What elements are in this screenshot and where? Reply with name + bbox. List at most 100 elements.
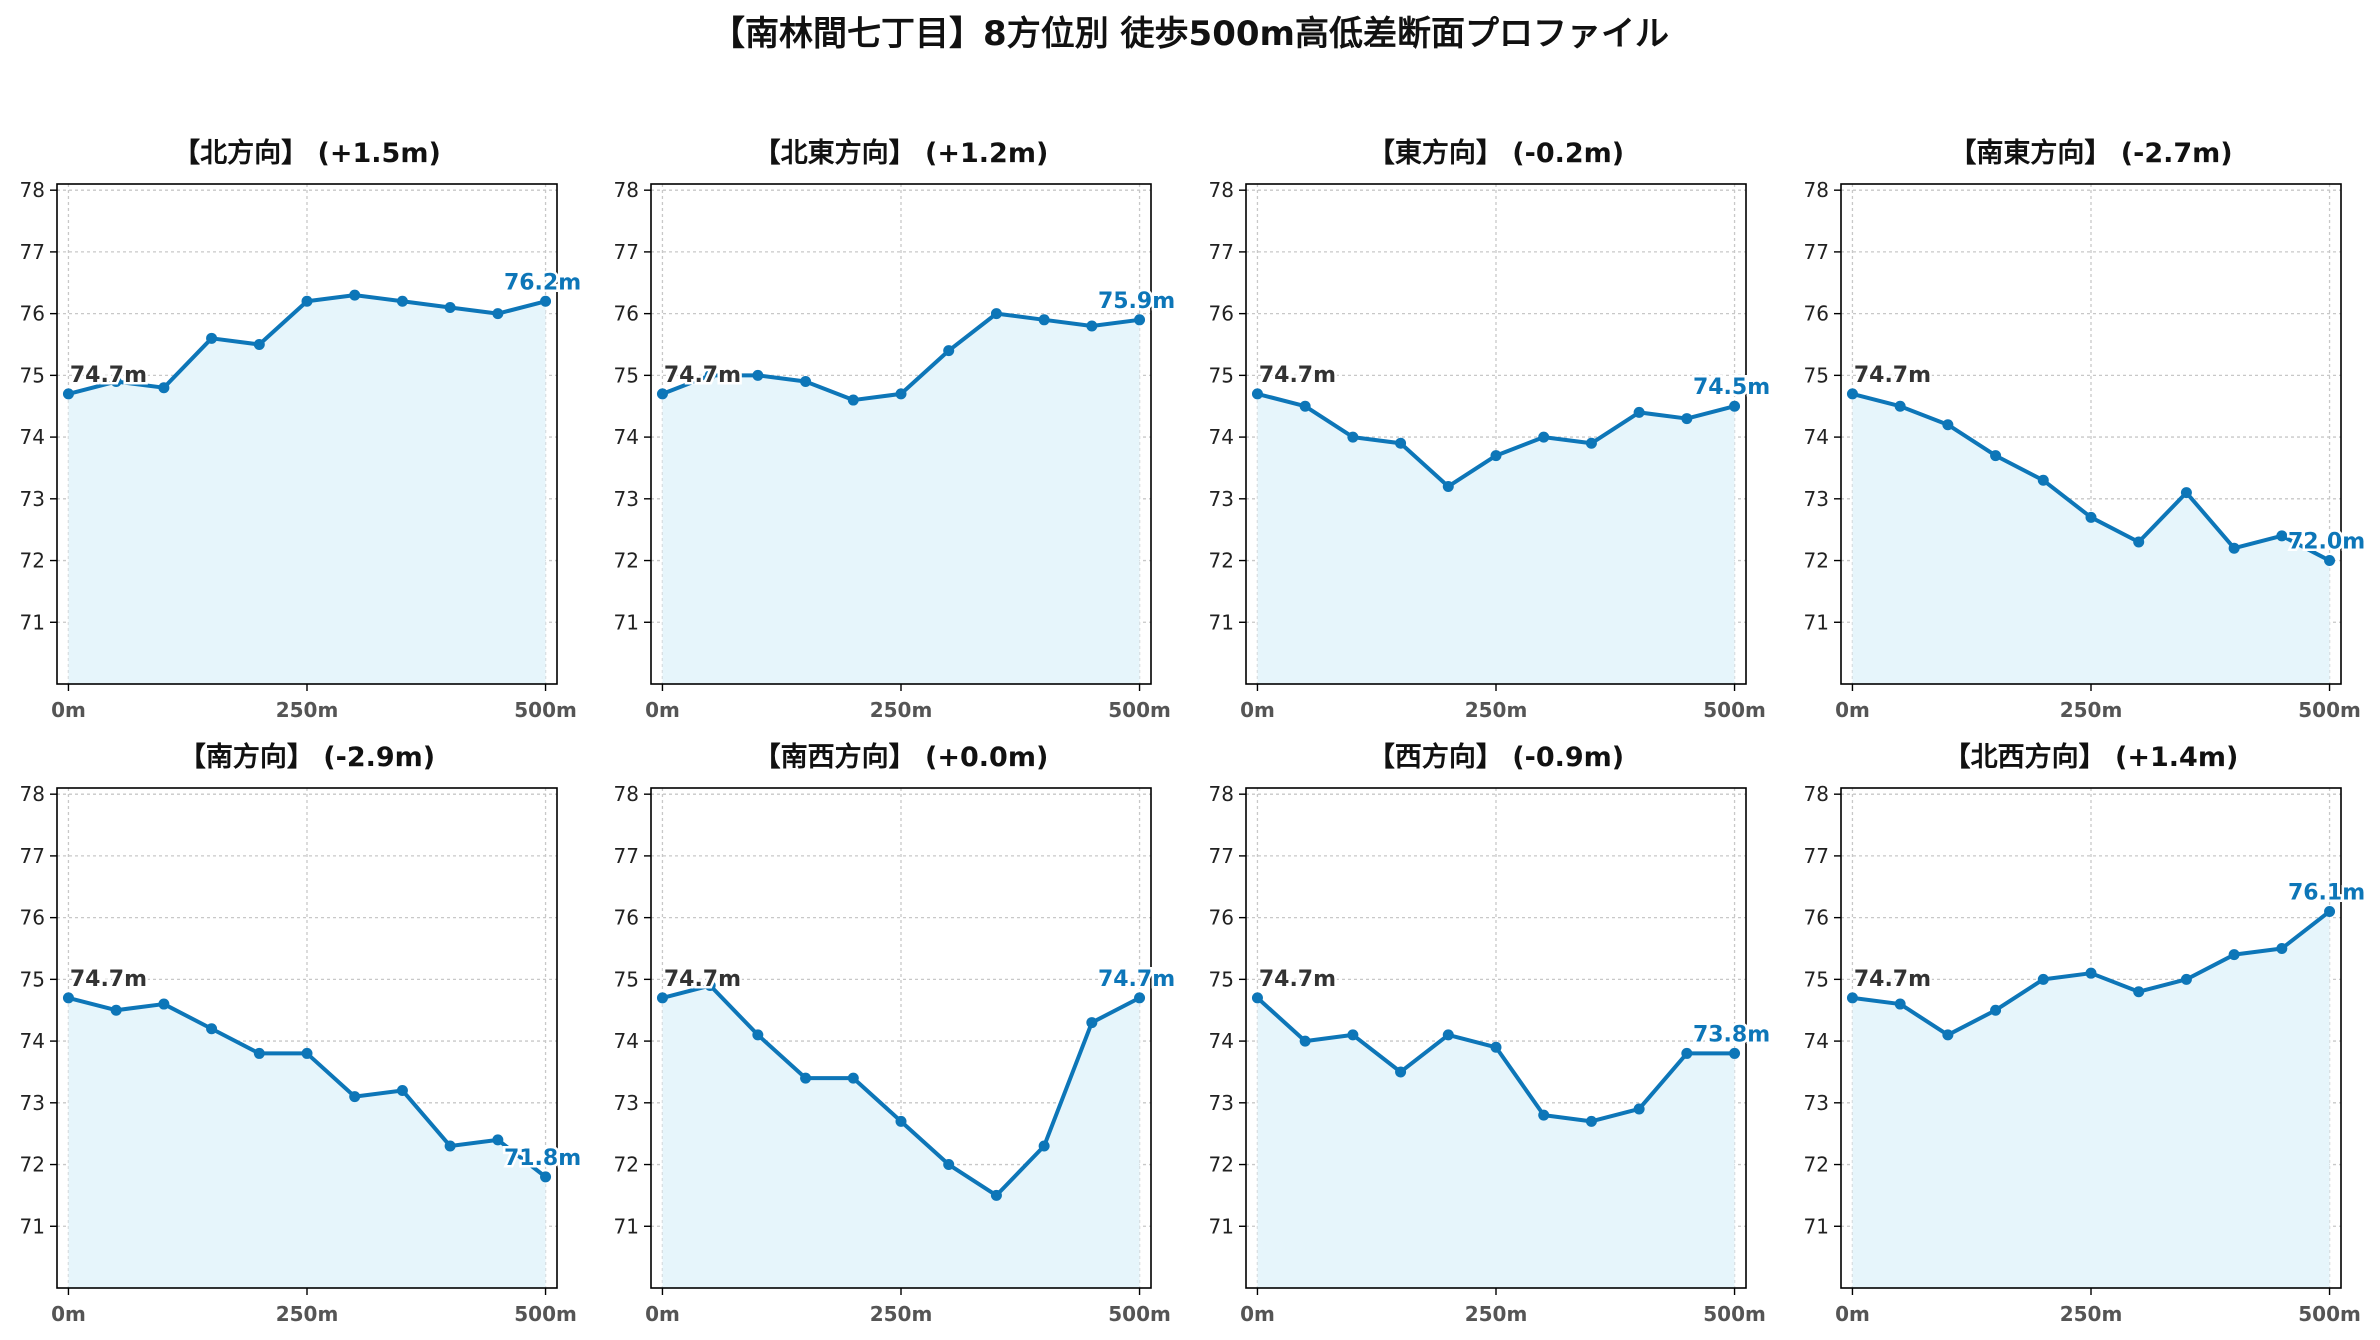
data-point <box>2276 942 2288 954</box>
elevation-area <box>68 295 546 684</box>
y-tick-label: 72 <box>1209 549 1234 573</box>
data-point <box>1490 1041 1502 1053</box>
y-tick-label: 73 <box>1804 1091 1829 1115</box>
y-tick-label: 75 <box>20 363 45 387</box>
y-tick-label: 74 <box>1209 1029 1234 1053</box>
data-point <box>110 1004 122 1016</box>
data-point <box>1134 992 1146 1004</box>
data-point <box>895 1115 907 1127</box>
y-tick-label: 75 <box>20 967 45 991</box>
y-tick-label: 72 <box>614 1153 639 1177</box>
y-tick-label: 77 <box>1209 844 1234 868</box>
y-tick-label: 75 <box>1209 967 1234 991</box>
data-point <box>1990 450 2002 462</box>
y-tick-label: 73 <box>1209 1091 1234 1115</box>
chart-title: 【東方向】 (-0.2m) <box>1368 137 1624 169</box>
start-elevation-label: 74.7m <box>664 967 741 992</box>
y-tick-label: 78 <box>614 178 639 202</box>
chart-panel-2: 【東方向】 (-0.2m) 71 72 73 74 75 76 77 78 0m 250m 500m 7… <box>1209 137 1773 722</box>
data-point <box>704 369 716 381</box>
x-tick-label: 0m <box>1835 1302 1870 1326</box>
y-tick-label: 73 <box>614 487 639 511</box>
data-point <box>540 1171 552 1183</box>
y-tick-label: 77 <box>1804 844 1829 868</box>
start-elevation-label: 74.7m <box>1259 363 1336 388</box>
start-elevation-label: 74.7m <box>1259 967 1336 992</box>
y-tick-label: 74 <box>1804 1029 1829 1053</box>
x-tick-label: 0m <box>1240 1302 1275 1326</box>
y-tick-label: 76 <box>1209 906 1234 930</box>
y-tick-label: 78 <box>614 782 639 806</box>
data-point <box>62 992 74 1004</box>
elevation-area <box>1257 997 1735 1288</box>
y-tick-label: 73 <box>20 1091 45 1115</box>
x-tick-label: 250m <box>2060 1302 2123 1326</box>
start-elevation-label: 74.7m <box>1854 967 1931 992</box>
data-point <box>2085 511 2097 523</box>
data-point <box>1942 1029 1954 1041</box>
data-point <box>1846 992 1858 1004</box>
data-point <box>540 295 552 307</box>
x-tick-label: 0m <box>51 698 86 722</box>
data-point <box>990 308 1002 320</box>
y-tick-label: 74 <box>20 1029 45 1053</box>
data-point <box>396 1084 408 1096</box>
data-point <box>2133 536 2145 548</box>
data-point <box>1299 400 1311 412</box>
y-tick-label: 72 <box>1804 1153 1829 1177</box>
chart-title: 【南東方向】 (-2.7m) <box>1949 137 2232 169</box>
data-point <box>1038 1140 1050 1152</box>
y-tick-label: 75 <box>1804 363 1829 387</box>
data-point <box>2324 555 2336 567</box>
x-tick-label: 0m <box>1240 698 1275 722</box>
y-tick-label: 78 <box>1209 178 1234 202</box>
y-tick-label: 76 <box>1209 302 1234 326</box>
data-point <box>1538 431 1550 443</box>
data-point <box>656 388 668 400</box>
x-tick-label: 500m <box>2298 698 2361 722</box>
y-tick-label: 75 <box>614 967 639 991</box>
data-point <box>1395 437 1407 449</box>
y-tick-label: 73 <box>1209 487 1234 511</box>
y-tick-label: 78 <box>1209 782 1234 806</box>
end-elevation-label: 75.9m <box>1098 289 1175 314</box>
chart-panel-6: 【西方向】 (-0.9m) 71 72 73 74 75 76 77 78 0m 250m 500m 7… <box>1209 741 1773 1326</box>
figure-title: 【南林間七丁目】8方位別 徒歩500m高低差断面プロファイル <box>711 14 1669 54</box>
y-tick-label: 74 <box>614 425 639 449</box>
data-point <box>2228 949 2240 961</box>
y-tick-label: 76 <box>614 906 639 930</box>
data-point <box>800 1072 812 1084</box>
data-point <box>1681 1047 1693 1059</box>
y-tick-label: 71 <box>614 610 639 634</box>
y-tick-label: 77 <box>20 240 45 264</box>
data-point <box>943 1159 955 1171</box>
data-point <box>1442 480 1454 492</box>
x-tick-label: 250m <box>870 698 933 722</box>
data-point <box>253 338 265 350</box>
data-point <box>1585 1115 1597 1127</box>
data-point <box>1585 437 1597 449</box>
data-point <box>62 388 74 400</box>
x-tick-label: 250m <box>276 698 339 722</box>
y-tick-label: 76 <box>614 302 639 326</box>
x-tick-label: 0m <box>51 1302 86 1326</box>
y-tick-label: 74 <box>20 425 45 449</box>
y-tick-label: 77 <box>1804 240 1829 264</box>
y-tick-label: 74 <box>1209 425 1234 449</box>
y-tick-label: 71 <box>1209 610 1234 634</box>
data-point <box>1347 1029 1359 1041</box>
end-elevation-label: 74.5m <box>1693 375 1770 400</box>
data-point <box>1894 998 1906 1010</box>
y-tick-label: 71 <box>1804 610 1829 634</box>
y-tick-label: 76 <box>20 302 45 326</box>
data-point <box>253 1047 265 1059</box>
data-point <box>2037 474 2049 486</box>
start-elevation-label: 74.7m <box>664 363 741 388</box>
y-tick-label: 71 <box>20 1214 45 1238</box>
data-point <box>1633 406 1645 418</box>
y-tick-label: 71 <box>1209 1214 1234 1238</box>
data-point <box>752 369 764 381</box>
end-elevation-label: 76.1m <box>2288 880 2365 905</box>
y-tick-label: 78 <box>20 178 45 202</box>
y-tick-label: 72 <box>1209 1153 1234 1177</box>
